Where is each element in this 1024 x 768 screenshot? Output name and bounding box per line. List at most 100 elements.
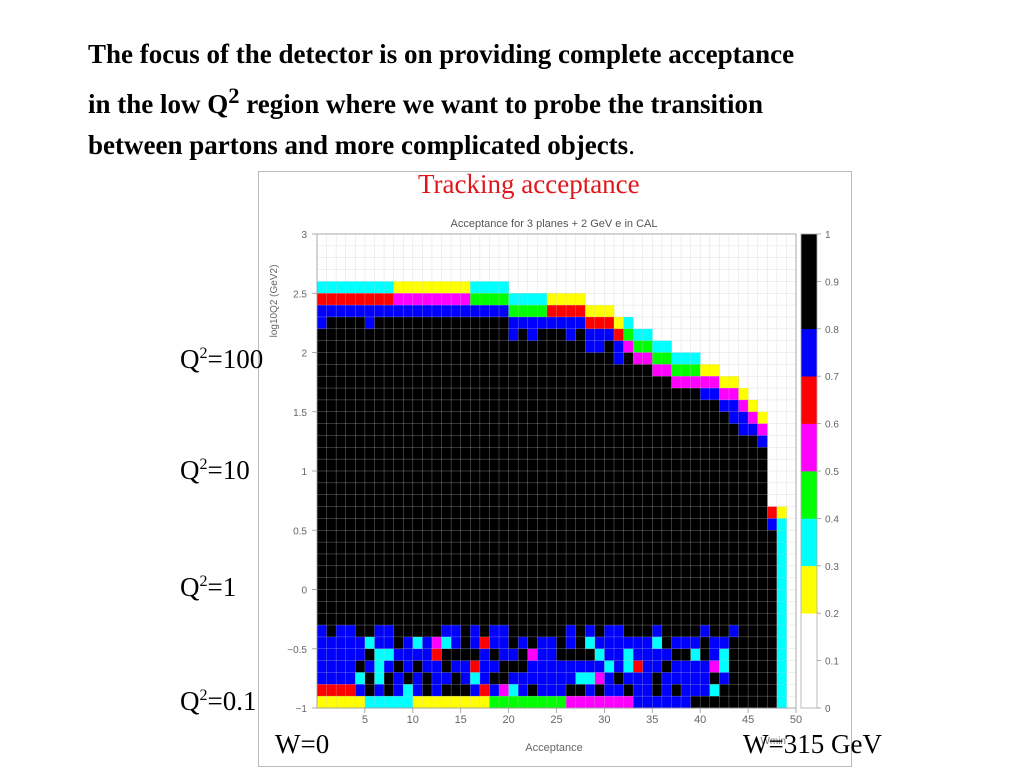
heatmap-cell xyxy=(431,530,442,543)
heatmap-cell xyxy=(719,565,730,579)
heatmap-cell xyxy=(441,281,452,294)
heatmap-cell xyxy=(508,696,519,709)
heatmap-cell xyxy=(709,696,720,709)
heatmap-cell xyxy=(527,542,538,555)
heatmap-cell xyxy=(317,648,327,661)
heatmap-cell xyxy=(345,565,356,579)
heatmap-cell xyxy=(451,672,462,685)
heatmap-cell xyxy=(719,518,730,531)
heatmap-cell xyxy=(460,411,471,424)
heatmap-cell xyxy=(384,328,395,342)
heatmap-cell xyxy=(556,684,567,697)
heatmap-cell xyxy=(738,589,749,602)
heatmap-cell xyxy=(393,589,404,602)
heatmap-cell xyxy=(451,471,462,484)
heatmap-cell xyxy=(326,542,337,555)
heatmap-cell xyxy=(594,625,605,638)
heatmap-cell xyxy=(709,613,720,626)
heading-line-2: in the low Q2 region where we want to pr… xyxy=(88,83,763,119)
heatmap-cell xyxy=(585,553,596,567)
heatmap-cell xyxy=(393,530,404,543)
heatmap-cell xyxy=(681,553,692,567)
heatmap-cell xyxy=(355,601,366,614)
heatmap-cell xyxy=(690,625,701,638)
heatmap-cell xyxy=(671,506,682,519)
heatmap-cell xyxy=(412,494,423,507)
heatmap-cell xyxy=(556,494,567,507)
heatmap-cell xyxy=(642,553,653,567)
heatmap-cell xyxy=(489,423,500,436)
heatmap-cell xyxy=(585,530,596,543)
heatmap-cell xyxy=(767,660,778,673)
heatmap-cell xyxy=(613,625,624,638)
heatmap-cell xyxy=(431,447,442,460)
heatmap-cell xyxy=(451,328,462,342)
heatmap-cell xyxy=(613,589,624,602)
heatmap-cell xyxy=(585,305,596,318)
heatmap-cell xyxy=(336,411,347,424)
heatmap-cell xyxy=(690,684,701,697)
heatmap-cell xyxy=(709,672,720,685)
heatmap-cell xyxy=(757,648,768,661)
heatmap-cell xyxy=(489,328,500,342)
heatmap-cell xyxy=(479,589,490,602)
heatmap-cell xyxy=(700,482,711,496)
heatmap-cell xyxy=(364,506,375,519)
heatmap-cell xyxy=(642,494,653,507)
heatmap-cell xyxy=(422,589,433,602)
heatmap-cell xyxy=(355,471,366,484)
heatmap-cell xyxy=(623,494,634,507)
heatmap-cell xyxy=(479,577,490,590)
heatmap-cell xyxy=(441,376,452,389)
heatmap-cell xyxy=(470,684,481,697)
heatmap-cell xyxy=(700,506,711,519)
heatmap-cell xyxy=(422,684,433,697)
heatmap-cell xyxy=(671,494,682,507)
heatmap-cell xyxy=(317,316,327,330)
x-tick-label: 5 xyxy=(362,714,368,726)
heatmap-cell xyxy=(355,636,366,650)
heatmap-cell xyxy=(336,565,347,579)
heatmap-cell xyxy=(518,376,529,389)
heatmap-cell xyxy=(700,553,711,567)
heatmap-cell xyxy=(326,506,337,519)
heatmap-cell xyxy=(518,399,529,413)
heatmap-cell xyxy=(642,684,653,697)
heatmap-cell xyxy=(470,316,481,330)
heatmap-cell xyxy=(489,553,500,567)
heatmap-cell xyxy=(556,625,567,638)
heatmap-cell xyxy=(326,589,337,602)
heatmap-cell xyxy=(384,411,395,424)
heatmap-cell xyxy=(623,376,634,389)
heatmap-cell xyxy=(412,684,423,697)
heatmap-cell xyxy=(594,482,605,496)
heatmap-cell xyxy=(652,565,663,579)
heatmap-cell xyxy=(633,506,644,519)
heatmap-cell xyxy=(412,553,423,567)
heatmap-cell xyxy=(441,542,452,555)
heatmap-cell xyxy=(719,506,730,519)
heatmap-cell xyxy=(345,447,356,460)
heatmap-cell xyxy=(499,281,509,294)
heatmap-cell xyxy=(594,613,605,626)
heatmap-cell xyxy=(336,388,347,401)
heatmap-cell xyxy=(585,364,596,377)
heatmap-cell xyxy=(690,494,701,507)
colorbar-segment xyxy=(801,660,817,709)
heatmap-cell xyxy=(537,530,548,543)
heatmap-cell xyxy=(728,601,739,614)
heatmap-cell xyxy=(489,411,500,424)
heatmap-cell xyxy=(489,352,500,365)
heatmap-cell xyxy=(364,684,375,697)
heatmap-cell xyxy=(527,340,538,353)
heatmap-cell xyxy=(336,423,347,436)
heatmap-cell xyxy=(518,589,529,602)
heatmap-cell xyxy=(546,482,557,496)
heatmap-cell xyxy=(690,482,701,496)
heatmap-cell xyxy=(422,530,433,543)
heatmap-cell xyxy=(403,399,414,413)
heatmap-cell xyxy=(642,625,653,638)
heatmap-cell xyxy=(623,553,634,567)
heatmap-cell xyxy=(748,399,759,413)
heatmap-cell xyxy=(738,399,749,413)
